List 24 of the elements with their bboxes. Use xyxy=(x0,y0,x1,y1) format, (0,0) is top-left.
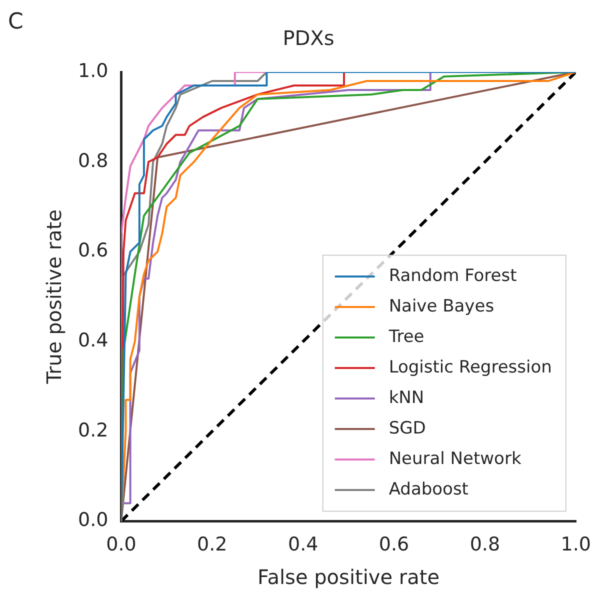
y-tick-label: 1.0 xyxy=(78,60,108,82)
legend-label: kNN xyxy=(388,388,424,408)
y-tick-label: 0.6 xyxy=(78,240,108,262)
legend-label: Naive Bayes xyxy=(388,296,494,316)
legend-label: SGD xyxy=(388,418,426,438)
y-tick-label: 0.2 xyxy=(78,419,108,442)
x-axis-title: False positive rate xyxy=(258,565,440,590)
legend-label: Tree xyxy=(388,326,424,347)
x-tick-label: 0.8 xyxy=(470,534,500,556)
y-tick-label: 0.0 xyxy=(78,509,108,532)
x-tick-label: 0.4 xyxy=(288,534,318,556)
y-tick-label: 0.4 xyxy=(78,329,108,352)
x-tick-label: 1.0 xyxy=(560,534,591,556)
legend-label: Adaboost xyxy=(388,479,469,500)
y-axis-title: True positive rate xyxy=(42,209,66,385)
text: C xyxy=(8,10,24,35)
y-tick-label: 0.8 xyxy=(78,150,108,172)
x-tick-label: 0.2 xyxy=(197,534,228,556)
chart-title: PDXs xyxy=(282,26,334,50)
x-tick-label: 0.0 xyxy=(106,534,136,556)
legend-label: Logistic Regression xyxy=(388,357,552,378)
legend-label: Neural Network xyxy=(388,448,522,469)
x-tick-label: 0.6 xyxy=(378,534,410,556)
legend-label: Random Forest xyxy=(388,266,518,286)
